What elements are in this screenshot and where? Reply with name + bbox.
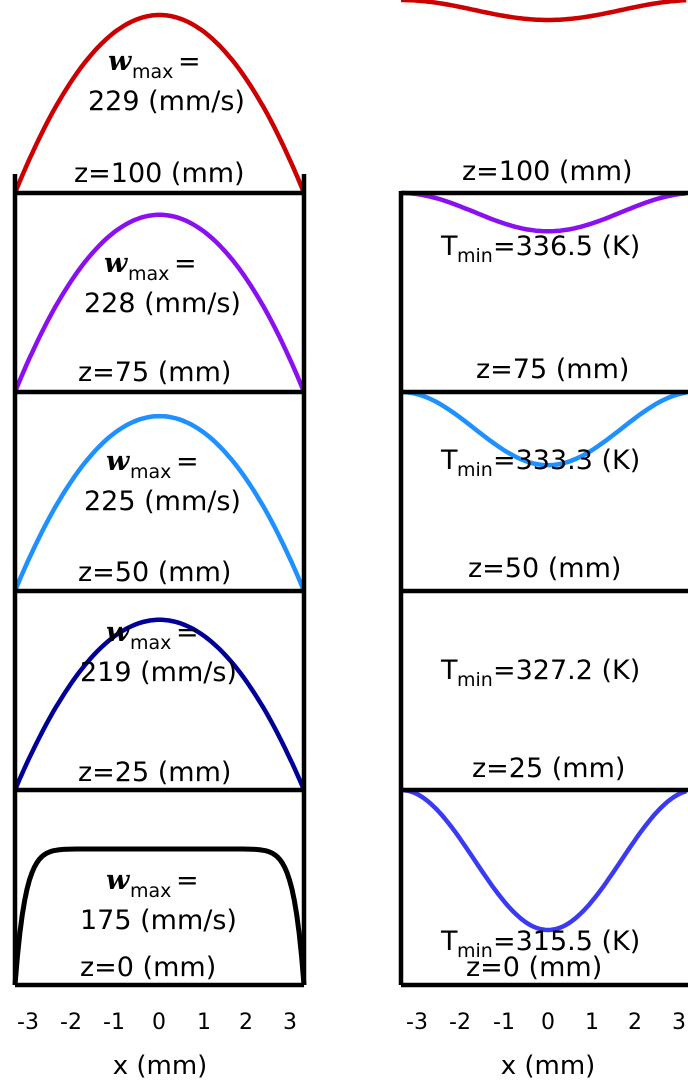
temperature-x-axis-label: x (mm) <box>501 1051 596 1081</box>
x-tick-label: -3 <box>17 1010 39 1035</box>
wmax-value: 225 (mm/s) <box>84 486 241 517</box>
tmin-subscript: min <box>457 245 493 267</box>
temperature-curve-z100 <box>401 0 687 23</box>
wmax-equals: = <box>176 617 199 648</box>
z-label: z=75 (mm) <box>476 354 629 385</box>
z-label: z=50 (mm) <box>468 553 621 584</box>
x-tick-label: 0 <box>152 1010 166 1035</box>
velocity-frame <box>12 174 307 988</box>
wmax-equals: = <box>178 46 201 77</box>
temperature-x-ticks: -3 -2 -1 0 1 2 3 <box>406 1010 686 1035</box>
wmax-value: 228 (mm/s) <box>84 288 241 319</box>
x-tick-label: 3 <box>672 1010 686 1035</box>
velocity-panel-z50: w max = 225 (mm/s) z=50 (mm) <box>78 446 241 588</box>
tmin-subscript: min <box>457 459 493 481</box>
wmax-symbol: w <box>108 46 133 77</box>
wmax-symbol: w <box>106 617 131 648</box>
wmax-subscript: max <box>130 632 171 654</box>
temperature-panel-z100: z=100 (mm) T min =336.5 (K) <box>440 156 640 267</box>
velocity-panel-z100: w max = 229 (mm/s) z=100 (mm) <box>74 46 245 189</box>
velocity-curves <box>12 12 307 986</box>
velocity-panel-z0: w max = 175 (mm/s) z=0 (mm) <box>80 865 237 983</box>
temperature-panel-z25: z=25 (mm) <box>472 753 625 784</box>
temperature-curve-z0 <box>400 787 687 933</box>
temperature-chart: z=100 (mm) T min =336.5 (K) z=75 (mm) T … <box>398 0 688 1081</box>
wmax-symbol: w <box>104 248 129 279</box>
x-tick-label: 2 <box>239 1010 253 1035</box>
tmin-value: =336.5 (K) <box>493 231 640 262</box>
x-tick-label: -2 <box>60 1010 82 1035</box>
z-label: z=50 (mm) <box>78 557 231 588</box>
wmax-equals: = <box>176 865 199 896</box>
x-tick-label: 0 <box>541 1010 555 1035</box>
temperature-curve-z50 <box>400 389 687 468</box>
x-tick-label: -3 <box>406 1010 428 1035</box>
z-label: z=100 (mm) <box>462 156 633 187</box>
wmax-equals: = <box>174 248 197 279</box>
velocity-curve-z100 <box>12 12 307 194</box>
temperature-curves <box>400 0 687 933</box>
velocity-curve-z75 <box>12 212 307 393</box>
x-tick-label: -1 <box>493 1010 515 1035</box>
velocity-curve-z25 <box>12 617 307 791</box>
wmax-symbol: w <box>106 446 131 477</box>
velocity-curve-z50 <box>12 413 307 592</box>
z-label: z=75 (mm) <box>78 357 231 388</box>
velocity-curve-z0 <box>12 846 307 986</box>
wmax-equals: = <box>176 446 199 477</box>
wmax-symbol: w <box>106 865 131 896</box>
wmax-value: 219 (mm/s) <box>80 657 237 688</box>
wmax-subscript: max <box>132 61 173 83</box>
tmin-subscript: min <box>457 940 493 962</box>
tmin-value: =333.3 (K) <box>493 445 640 476</box>
wmax-subscript: max <box>128 263 169 285</box>
wmax-subscript: max <box>130 461 171 483</box>
tmin-value: =327.2 (K) <box>493 655 640 686</box>
wmax-value: 229 (mm/s) <box>88 86 245 117</box>
x-tick-label: 1 <box>585 1010 599 1035</box>
velocity-chart: w max = 229 (mm/s) z=100 (mm) w max = 22… <box>12 12 307 1081</box>
velocity-x-ticks: -3 -2 -1 0 1 2 3 <box>17 1010 297 1035</box>
velocity-x-axis-label: x (mm) <box>113 1051 208 1081</box>
x-tick-label: 3 <box>283 1010 297 1035</box>
x-tick-label: 1 <box>197 1010 211 1035</box>
temperature-panel-z0: T min =315.5 (K) z=0 (mm) <box>440 926 640 983</box>
tmin-symbol: T <box>440 231 458 262</box>
z-label: z=0 (mm) <box>80 952 216 983</box>
velocity-panel-z25: w max = 219 (mm/s) z=25 (mm) <box>78 617 237 788</box>
velocity-panel-z75: w max = 228 (mm/s) z=75 (mm) <box>78 248 241 388</box>
z-label: z=100 (mm) <box>74 158 245 189</box>
temperature-frame <box>398 190 688 988</box>
x-tick-label: -2 <box>449 1010 471 1035</box>
x-tick-label: 2 <box>628 1010 642 1035</box>
tmin-subscript: min <box>457 669 493 691</box>
tmin-symbol: T <box>440 926 458 957</box>
z-label: z=0 (mm) <box>466 952 602 983</box>
x-tick-label: -1 <box>103 1010 125 1035</box>
z-label: z=25 (mm) <box>472 753 625 784</box>
wmax-value: 175 (mm/s) <box>80 905 237 936</box>
temperature-panel-z50: z=50 (mm) T min =327.2 (K) <box>440 553 640 691</box>
wmax-subscript: max <box>130 880 171 902</box>
temperature-curve-z75 <box>401 190 687 234</box>
temperature-panel-z75: z=75 (mm) T min =333.3 (K) <box>440 354 640 481</box>
tmin-symbol: T <box>440 655 458 686</box>
tmin-symbol: T <box>440 445 458 476</box>
tmin-value: =315.5 (K) <box>493 926 640 957</box>
z-label: z=25 (mm) <box>78 757 231 788</box>
